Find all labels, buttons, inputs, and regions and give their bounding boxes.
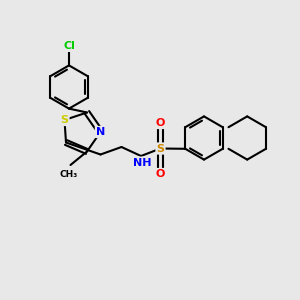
Text: Cl: Cl <box>63 41 75 51</box>
Text: CH₃: CH₃ <box>60 170 78 179</box>
Text: NH: NH <box>133 158 152 168</box>
Text: O: O <box>156 118 165 128</box>
Text: O: O <box>156 169 165 179</box>
Text: S: S <box>157 143 164 154</box>
Text: N: N <box>96 127 105 137</box>
Text: S: S <box>61 115 68 125</box>
